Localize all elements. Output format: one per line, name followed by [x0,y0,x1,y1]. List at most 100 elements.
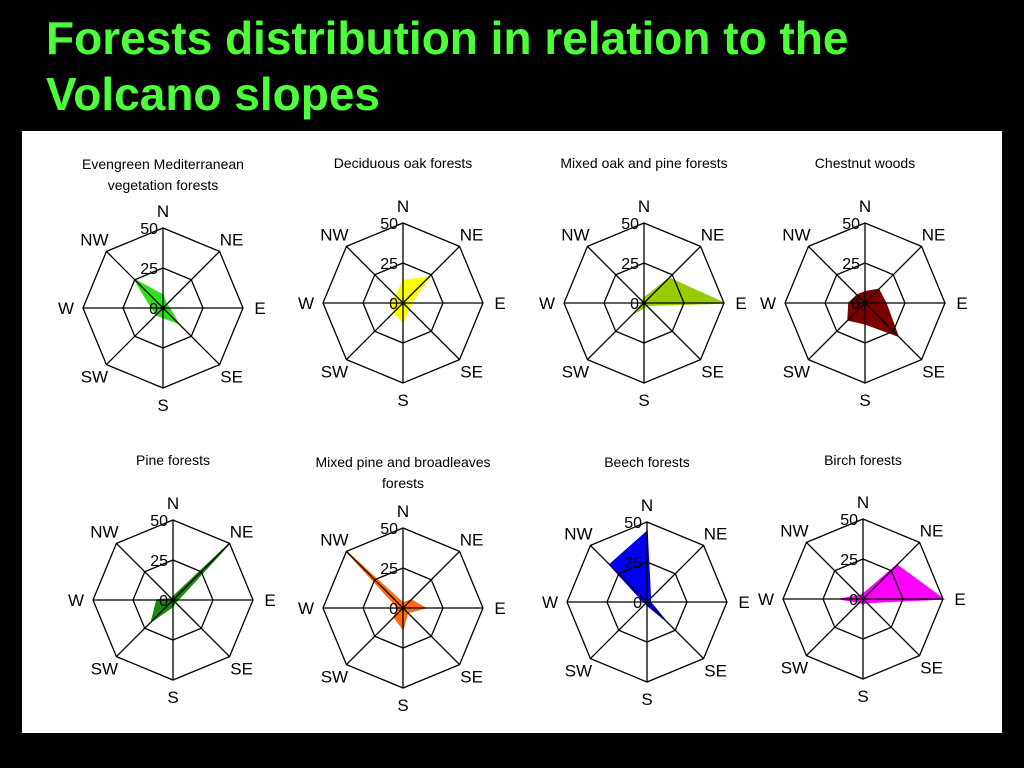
radial-tick-label: 50 [380,521,398,538]
chart-title: Pine forests [136,452,210,468]
direction-label: E [738,593,749,612]
chart-title: Mixed pine and broadleaves [315,454,490,470]
direction-label: W [760,294,776,313]
grid-spoke [345,607,404,666]
grid-spoke [862,541,921,600]
chart-title: Evengreen Mediterranean [82,156,244,172]
direction-label: NW [780,521,808,540]
grid-spoke [345,245,404,304]
direction-label: N [641,496,653,515]
direction-label: S [397,696,408,715]
grid-spoke [589,601,648,660]
radar-chart-2: Deciduous oak forests N NE E SE S SW W NW 0 25 50 [298,155,506,410]
radial-tick-label: 50 [840,512,858,529]
radial-tick-label: 50 [150,513,168,530]
radial-tick-label: 0 [851,296,860,313]
slide-title: Forests distribution in relation to the … [46,10,1006,122]
radial-tick-label: 0 [159,593,168,610]
grid-spoke [162,250,221,309]
direction-label: S [397,391,408,410]
direction-label: NE [220,230,244,249]
charts-panel: Evengreen Mediterranean vegetation forest… [22,131,1002,733]
grid-spoke [115,542,174,601]
direction-label: SW [783,363,810,382]
direction-label: NW [320,225,348,244]
direction-label: S [857,687,868,706]
grid-spoke [805,541,864,600]
radial-tick-label: 50 [621,216,639,233]
radial-tick-label: 0 [389,601,398,618]
radar-chart-1: Evengreen Mediterranean vegetation forest… [58,156,266,415]
radial-tick-label: 25 [621,256,639,273]
radial-tick-label: 25 [842,256,860,273]
direction-label: S [859,391,870,410]
direction-label: SE [460,363,483,382]
direction-label: NE [701,225,725,244]
direction-label: SE [230,660,253,679]
chart-title: vegetation forests [108,177,219,193]
direction-label: SE [220,368,243,387]
direction-label: E [264,591,275,610]
direction-label: E [954,590,965,609]
chart-title: Mixed oak and pine forests [560,155,727,171]
direction-label: SW [565,662,592,681]
direction-label: W [298,294,314,313]
direction-label: NE [230,522,254,541]
chart-title: Chestnut woods [815,155,915,171]
grid-spoke [402,302,461,361]
direction-label: NE [460,225,484,244]
direction-label: N [859,197,871,216]
radial-tick-label: 0 [849,592,858,609]
radar-chart-6: Mixed pine and broadleaves forests N NE E SE S… [298,454,506,715]
radial-tick-label: 25 [380,256,398,273]
direction-label: W [539,294,555,313]
grid-spoke [864,245,923,304]
radar-chart-7: Beech forests N NE E SE S SW W NW 0 25 50 [542,454,750,709]
direction-label: NE [920,521,944,540]
direction-label: NW [561,225,589,244]
direction-label: E [735,294,746,313]
grid-spoke [862,598,921,657]
direction-label: N [167,494,179,513]
radar-chart-3: Mixed oak and pine forests N NE E SE S SW W NW 0 2… [539,155,747,410]
direction-label: NW [782,225,810,244]
direction-label: SE [460,668,483,687]
direction-label: W [58,299,74,318]
radial-tick-label: 25 [624,555,642,572]
direction-label: N [397,197,409,216]
grid-spoke [105,307,164,366]
slide-title-line-2: Volcano slopes [46,68,381,120]
direction-label: NE [704,524,728,543]
slide-title-line-1: Forests distribution in relation to the [46,12,849,64]
grid-spoke [162,307,221,366]
direction-label: S [157,396,168,415]
grid-spoke [402,607,461,666]
radar-chart-4: Chestnut woods N NE E SE S SW W NW 0 25 50 [760,155,968,410]
grid-spoke [643,302,702,361]
direction-label: SE [704,662,727,681]
direction-label: N [638,197,650,216]
radial-tick-label: 50 [380,216,398,233]
direction-label: NE [460,530,484,549]
direction-label: W [298,599,314,618]
radial-tick-label: 25 [380,561,398,578]
direction-label: E [956,294,967,313]
chart-title: forests [382,475,424,491]
direction-label: S [641,690,652,709]
direction-label: E [494,599,505,618]
direction-label: E [254,299,265,318]
grid-spoke [172,542,231,601]
direction-label: NW [320,530,348,549]
radial-tick-label: 0 [633,595,642,612]
direction-label: SW [321,668,348,687]
direction-label: NW [80,230,108,249]
grid-spoke [172,599,231,658]
grid-spoke [805,598,864,657]
grid-spoke [345,302,404,361]
direction-label: SW [781,659,808,678]
direction-label: S [167,688,178,707]
direction-label: W [542,593,558,612]
radar-chart-8: Birch forests N NE E SE S SW W NW 0 25 50 [758,452,966,706]
radar-chart-5: Pine forests N NE E SE S SW W NW 0 25 50 [68,452,276,707]
direction-label: S [638,391,649,410]
